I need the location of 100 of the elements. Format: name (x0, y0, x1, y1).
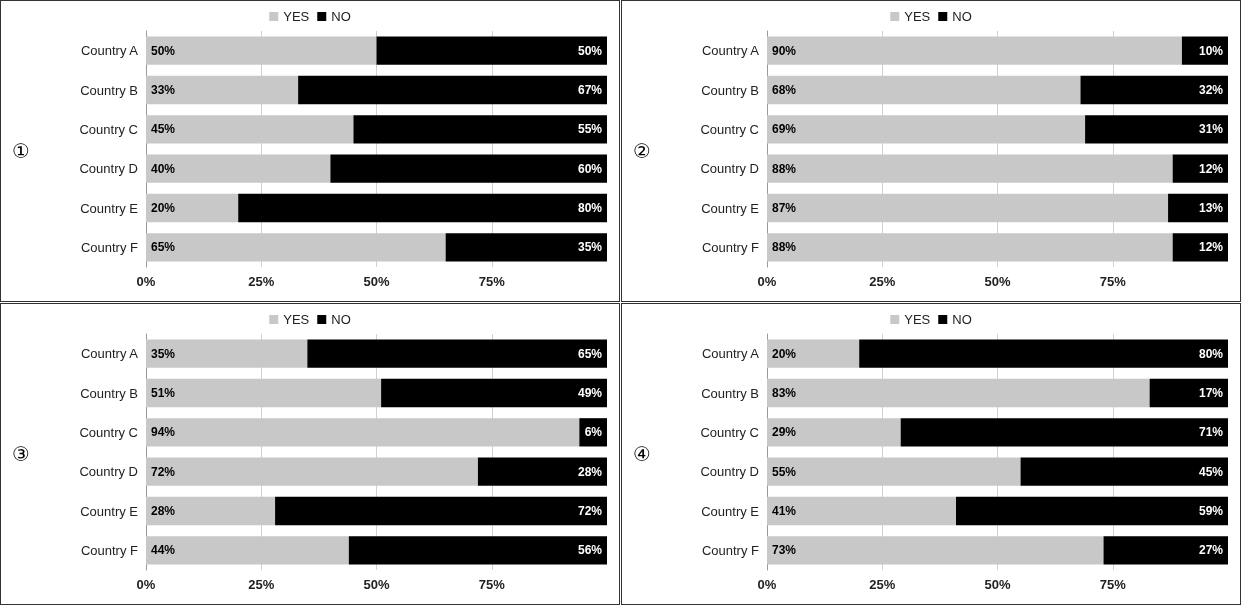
data-label: 29% (772, 425, 797, 440)
data-label: 71% (1198, 425, 1224, 440)
data-label: 17% (1198, 386, 1224, 400)
legend-label: NO (331, 312, 351, 327)
bar (307, 339, 607, 368)
data-label: 41% (772, 504, 797, 518)
data-label: 12% (1198, 240, 1224, 255)
bar (238, 193, 607, 223)
x-tick-label: 75% (1099, 577, 1127, 592)
y-tick-label: Country D (700, 464, 759, 480)
y-tick-label: Country A (701, 346, 760, 362)
data-label: 33% (151, 83, 176, 97)
data-label: 88% (772, 161, 797, 176)
data-label: 20% (772, 346, 797, 361)
bar (353, 115, 607, 144)
legend-label: YES (904, 9, 931, 24)
y-tick-label: Country D (79, 464, 138, 480)
y-tick-label: Country F (80, 239, 139, 255)
legend-label: YES (283, 9, 310, 24)
y-tick-label: Country F (701, 542, 760, 558)
y-tick-label: Country F (80, 542, 139, 558)
data-label: 20% (151, 201, 176, 215)
y-tick-label: Country A (701, 43, 760, 59)
y-tick-label: Country D (700, 161, 759, 177)
text: ① (12, 139, 30, 163)
text: ④ (633, 442, 651, 466)
data-label: 50% (151, 43, 176, 58)
data-label: 80% (1198, 346, 1224, 361)
y-tick-label: Country E (80, 503, 139, 519)
bar (1168, 193, 1228, 223)
data-label: 32% (1198, 83, 1224, 97)
data-label: 44% (151, 543, 176, 558)
bar (298, 75, 607, 105)
y-tick-label: Country C (79, 121, 138, 137)
x-tick-label: 75% (478, 577, 506, 592)
legend-label: YES (904, 312, 931, 327)
bar (859, 339, 1228, 368)
x-tick-label: 50% (363, 577, 390, 592)
data-label: 10% (1198, 43, 1224, 58)
data-label: 69% (772, 122, 797, 137)
x-tick-label: 0% (757, 577, 777, 592)
bar (1149, 378, 1228, 408)
y-tick-label: Country E (701, 200, 760, 216)
bar (275, 496, 607, 526)
data-label: 72% (577, 504, 603, 518)
data-label: 55% (577, 122, 603, 137)
data-label: 45% (151, 122, 176, 137)
data-label: 55% (772, 464, 797, 479)
data-label: 72% (151, 464, 176, 479)
data-label: 12% (1198, 161, 1224, 176)
data-label: 90% (772, 43, 797, 58)
y-tick-label: Country B (701, 82, 759, 98)
data-label: 73% (772, 543, 797, 558)
y-tick-label: Country E (701, 503, 760, 519)
data-label: 35% (151, 346, 176, 361)
data-label: 67% (577, 83, 603, 97)
data-label: 49% (577, 386, 603, 400)
x-tick-label: 50% (984, 577, 1011, 592)
legend-label: NO (952, 312, 972, 327)
y-tick-label: Country C (79, 424, 138, 440)
data-label: 87% (772, 201, 797, 215)
x-tick-label: 50% (984, 274, 1011, 289)
data-label: 45% (1198, 464, 1224, 479)
bar (348, 536, 607, 565)
y-tick-label: Country C (700, 121, 759, 137)
data-label: 28% (577, 464, 603, 479)
legend-label: YES (283, 312, 310, 327)
data-label: 56% (577, 543, 603, 558)
data-label: 6% (584, 425, 603, 440)
data-label: 94% (151, 425, 176, 440)
y-tick-label: Country F (701, 239, 760, 255)
data-label: 40% (151, 161, 176, 176)
bar (956, 496, 1228, 526)
bar (445, 233, 607, 262)
y-tick-label: Country D (79, 161, 138, 177)
y-tick-label: Country A (80, 346, 139, 362)
legend-label: NO (952, 9, 972, 24)
bar (376, 36, 607, 65)
bar (1103, 536, 1228, 565)
data-label: 60% (577, 161, 603, 176)
y-tick-label: Country C (700, 424, 759, 440)
bar (381, 378, 607, 408)
bar (1080, 75, 1228, 105)
data-label: 88% (772, 240, 797, 255)
y-tick-label: Country E (80, 200, 139, 216)
y-tick-label: Country B (80, 385, 138, 401)
x-tick-label: 0% (757, 274, 777, 289)
data-label: 59% (1198, 504, 1224, 518)
data-label: 65% (577, 346, 603, 361)
x-tick-label: 25% (869, 274, 896, 289)
bar (1085, 115, 1228, 144)
x-tick-label: 0% (136, 274, 156, 289)
x-tick-label: 50% (363, 274, 390, 289)
bar (146, 193, 239, 223)
bar (1020, 457, 1228, 486)
text: ② (633, 139, 651, 163)
data-label: 28% (151, 504, 176, 518)
x-tick-label: 75% (478, 274, 506, 289)
data-label: 51% (151, 386, 176, 400)
data-label: 35% (577, 240, 603, 255)
